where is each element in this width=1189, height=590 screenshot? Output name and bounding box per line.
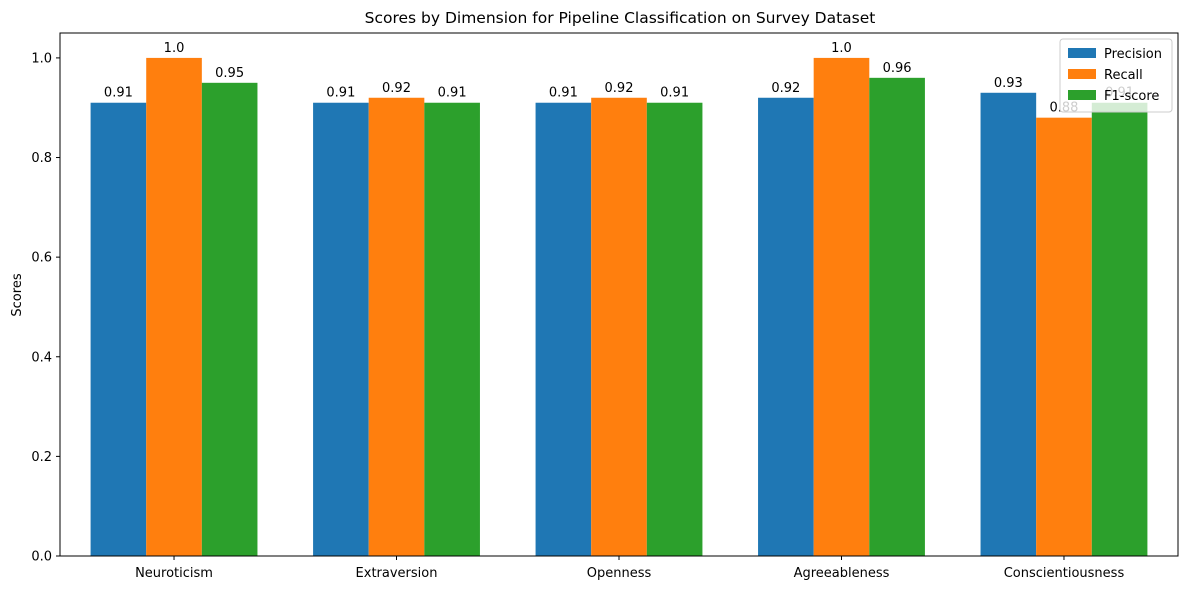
bar-precision-extraversion bbox=[313, 102, 369, 556]
bars-group bbox=[90, 57, 1148, 557]
data-label-precision-openness: 0.91 bbox=[549, 86, 578, 101]
bar-precision-openness bbox=[535, 102, 592, 556]
bar-f1-score-agreeableness bbox=[869, 77, 925, 556]
data-label-precision-extraversion: 0.91 bbox=[326, 86, 355, 101]
bar-recall-openness bbox=[591, 97, 647, 556]
x-tick-label-openness: Openness bbox=[587, 566, 652, 581]
legend-label-precision: Precision bbox=[1104, 47, 1162, 62]
legend-label-recall: Recall bbox=[1104, 68, 1143, 83]
legend-label-f1-score: F1-score bbox=[1104, 89, 1159, 104]
bar-recall-neuroticism bbox=[146, 57, 202, 557]
y-tick-label: 0.2 bbox=[31, 450, 52, 465]
legend-swatch-recall bbox=[1068, 69, 1096, 79]
legend-swatch-f1-score bbox=[1068, 90, 1096, 100]
data-label-precision-neuroticism: 0.91 bbox=[104, 86, 133, 101]
bar-recall-conscientiousness bbox=[1036, 117, 1092, 556]
data-label-recall-openness: 0.92 bbox=[605, 81, 634, 96]
bar-f1-score-conscientiousness bbox=[1091, 102, 1148, 556]
data-label-precision-conscientiousness: 0.93 bbox=[994, 76, 1023, 91]
x-tick-label-agreeableness: Agreeableness bbox=[794, 566, 890, 581]
data-label-recall-neuroticism: 1.0 bbox=[164, 41, 185, 56]
y-tick-label: 0.6 bbox=[31, 251, 52, 266]
data-label-f1-score-agreeableness: 0.96 bbox=[883, 61, 912, 76]
data-label-recall-extraversion: 0.92 bbox=[382, 81, 411, 96]
bar-precision-conscientiousness bbox=[980, 92, 1037, 557]
data-label-f1-score-extraversion: 0.91 bbox=[438, 86, 467, 101]
legend-swatch-precision bbox=[1068, 48, 1096, 58]
chart-title: Scores by Dimension for Pipeline Classif… bbox=[365, 9, 876, 27]
bar-recall-extraversion bbox=[368, 97, 425, 556]
bar-recall-agreeableness bbox=[813, 57, 870, 557]
y-tick-label: 0.4 bbox=[31, 350, 52, 365]
data-label-recall-agreeableness: 1.0 bbox=[831, 41, 852, 56]
y-axis-ticks: 0.0 0.2 0.4 0.6 0.8 1.0 bbox=[31, 51, 60, 565]
data-label-precision-agreeableness: 0.92 bbox=[771, 81, 800, 96]
bar-precision-agreeableness bbox=[758, 97, 814, 556]
x-tick-label-conscientiousness: Conscientiousness bbox=[1004, 566, 1125, 581]
x-tick-label-neuroticism: Neuroticism bbox=[135, 566, 213, 581]
data-labels-group: 0.910.910.910.920.931.00.920.921.00.880.… bbox=[104, 41, 1134, 116]
y-tick-label: 0.0 bbox=[31, 550, 52, 565]
x-axis-ticks: Neuroticism Extraversion Openness Agreeable… bbox=[135, 556, 1124, 581]
bar-f1-score-extraversion bbox=[424, 102, 480, 556]
y-axis-label: Scores bbox=[10, 273, 25, 316]
y-tick-label: 1.0 bbox=[31, 51, 52, 66]
bar-f1-score-neuroticism bbox=[201, 82, 258, 557]
plot-frame bbox=[59, 32, 1179, 557]
bar-f1-score-openness bbox=[646, 102, 703, 556]
y-tick-label: 0.8 bbox=[31, 151, 52, 166]
bar-precision-neuroticism bbox=[90, 102, 147, 556]
data-label-f1-score-openness: 0.91 bbox=[660, 86, 689, 101]
legend: Precision Recall F1-score bbox=[1059, 38, 1173, 113]
data-label-f1-score-neuroticism: 0.95 bbox=[215, 66, 244, 81]
x-tick-label-extraversion: Extraversion bbox=[356, 566, 438, 581]
